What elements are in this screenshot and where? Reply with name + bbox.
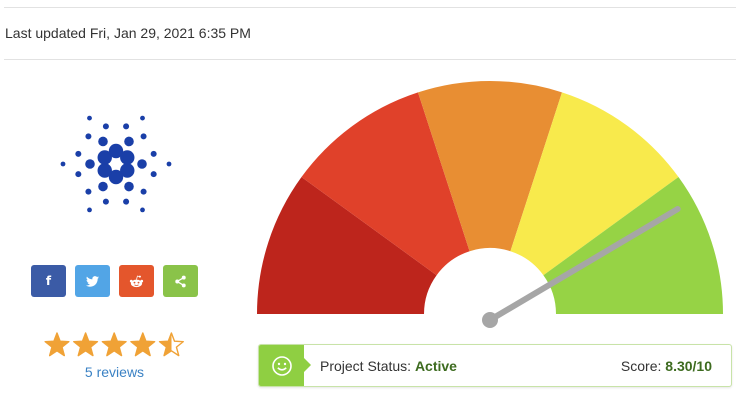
- status-icon-box: [259, 345, 304, 386]
- project-status-bar: Project Status: Active Score: 8.30/10: [258, 344, 732, 387]
- gauge-needle-hub: [482, 312, 498, 328]
- star-icon: [101, 332, 127, 357]
- logo-dot: [166, 161, 172, 167]
- cardano-logo-icon: [60, 115, 172, 213]
- gauge-segment: [417, 81, 563, 252]
- score-gauge: [257, 81, 723, 328]
- facebook-share-button[interactable]: f: [31, 265, 66, 297]
- reviews-link[interactable]: 5 reviews: [84, 364, 145, 380]
- logo-dot: [140, 207, 145, 213]
- twitter-share-button[interactable]: [75, 265, 110, 297]
- star-icon: [73, 332, 99, 357]
- logo-dot: [150, 171, 157, 178]
- share-button[interactable]: [163, 265, 198, 297]
- gauge-needle: [487, 206, 681, 323]
- logo-dot: [97, 163, 112, 178]
- logo-dot: [140, 115, 145, 121]
- star-rating: [44, 332, 184, 357]
- score-value: 8.30/10: [665, 358, 712, 374]
- facebook-icon: f: [45, 274, 52, 288]
- logo-dot: [137, 159, 147, 169]
- logo-dot: [123, 123, 130, 130]
- score-label: Score:: [620, 358, 666, 374]
- logo-dot: [98, 136, 108, 147]
- logo-dot: [97, 150, 112, 165]
- logo-dot: [98, 181, 108, 192]
- header-divider: [4, 59, 736, 60]
- status-value: Active: [414, 358, 457, 374]
- logo-dot: [150, 150, 157, 157]
- logo-dot: [102, 123, 109, 130]
- gauge-segment: [301, 92, 470, 276]
- twitter-icon: [86, 275, 99, 287]
- star-icon: [158, 332, 184, 357]
- share-icon: [175, 275, 186, 287]
- smiley-icon: [271, 355, 292, 376]
- logo-dot: [140, 188, 147, 195]
- logo-dot: [108, 143, 124, 159]
- logo-dot: [75, 171, 82, 178]
- logo-dot: [87, 115, 92, 121]
- logo-dot: [87, 207, 92, 213]
- status-pointer: [304, 358, 311, 372]
- status-label: Project Status:: [320, 358, 415, 374]
- logo-dot: [85, 159, 95, 169]
- logo-dot: [102, 198, 109, 205]
- logo-dot: [124, 136, 134, 147]
- logo-dot: [120, 163, 135, 178]
- logo-dot: [123, 198, 130, 205]
- top-divider: [4, 7, 736, 8]
- star-icon: [44, 332, 70, 357]
- last-updated-text: Last updated Fri, Jan 29, 2021 6:35 PM: [5, 25, 251, 41]
- logo-dot: [85, 133, 92, 140]
- share-buttons: f: [31, 265, 198, 297]
- star-icon: [130, 332, 156, 357]
- logo-dot: [140, 133, 147, 140]
- logo-dot: [85, 188, 92, 195]
- gauge-segment: [510, 92, 679, 276]
- reddit-share-button[interactable]: [119, 265, 154, 297]
- gauge-segment: [257, 177, 437, 314]
- project-status-text: Project Status: Active: [320, 358, 457, 374]
- logo-dot: [60, 161, 66, 167]
- logo-dot: [120, 150, 135, 165]
- logo-dot: [75, 150, 82, 157]
- reddit-icon: [129, 275, 144, 287]
- logo-dot: [108, 169, 124, 185]
- logo-dot: [124, 181, 134, 192]
- score-text: Score: 8.30/10: [621, 358, 712, 374]
